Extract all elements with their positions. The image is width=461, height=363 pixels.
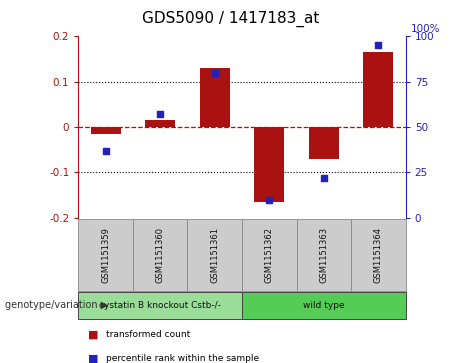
Text: GSM1151360: GSM1151360 [156, 227, 165, 283]
Point [102, 148, 109, 154]
Point [375, 42, 382, 48]
Bar [188, 219, 242, 291]
Text: transformed count: transformed count [106, 330, 190, 339]
Bar [242, 219, 296, 291]
Point [211, 70, 219, 76]
Text: wild type: wild type [303, 301, 345, 310]
Bar [200, 68, 230, 127]
Text: cystatin B knockout Cstb-/-: cystatin B knockout Cstb-/- [99, 301, 221, 310]
Bar [296, 219, 351, 291]
Point [157, 111, 164, 117]
Bar [133, 219, 188, 291]
Text: GDS5090 / 1417183_at: GDS5090 / 1417183_at [142, 11, 319, 27]
Point [266, 197, 273, 203]
Bar [309, 127, 339, 159]
Text: percentile rank within the sample: percentile rank within the sample [106, 354, 259, 363]
Bar [363, 52, 393, 127]
Text: genotype/variation ▶: genotype/variation ▶ [5, 301, 108, 310]
Bar [242, 292, 406, 319]
Text: GSM1151361: GSM1151361 [210, 227, 219, 283]
Text: ■: ■ [88, 354, 98, 363]
Bar [91, 127, 121, 134]
Text: 100%: 100% [411, 24, 441, 33]
Bar [78, 219, 133, 291]
Bar [145, 120, 175, 127]
Text: GSM1151363: GSM1151363 [319, 227, 328, 283]
Text: ■: ■ [88, 330, 98, 340]
Bar [78, 292, 242, 319]
Bar [254, 127, 284, 202]
Text: GSM1151362: GSM1151362 [265, 227, 274, 283]
Bar [351, 219, 406, 291]
Point [320, 175, 327, 181]
Text: GSM1151359: GSM1151359 [101, 227, 110, 283]
Text: GSM1151364: GSM1151364 [374, 227, 383, 283]
